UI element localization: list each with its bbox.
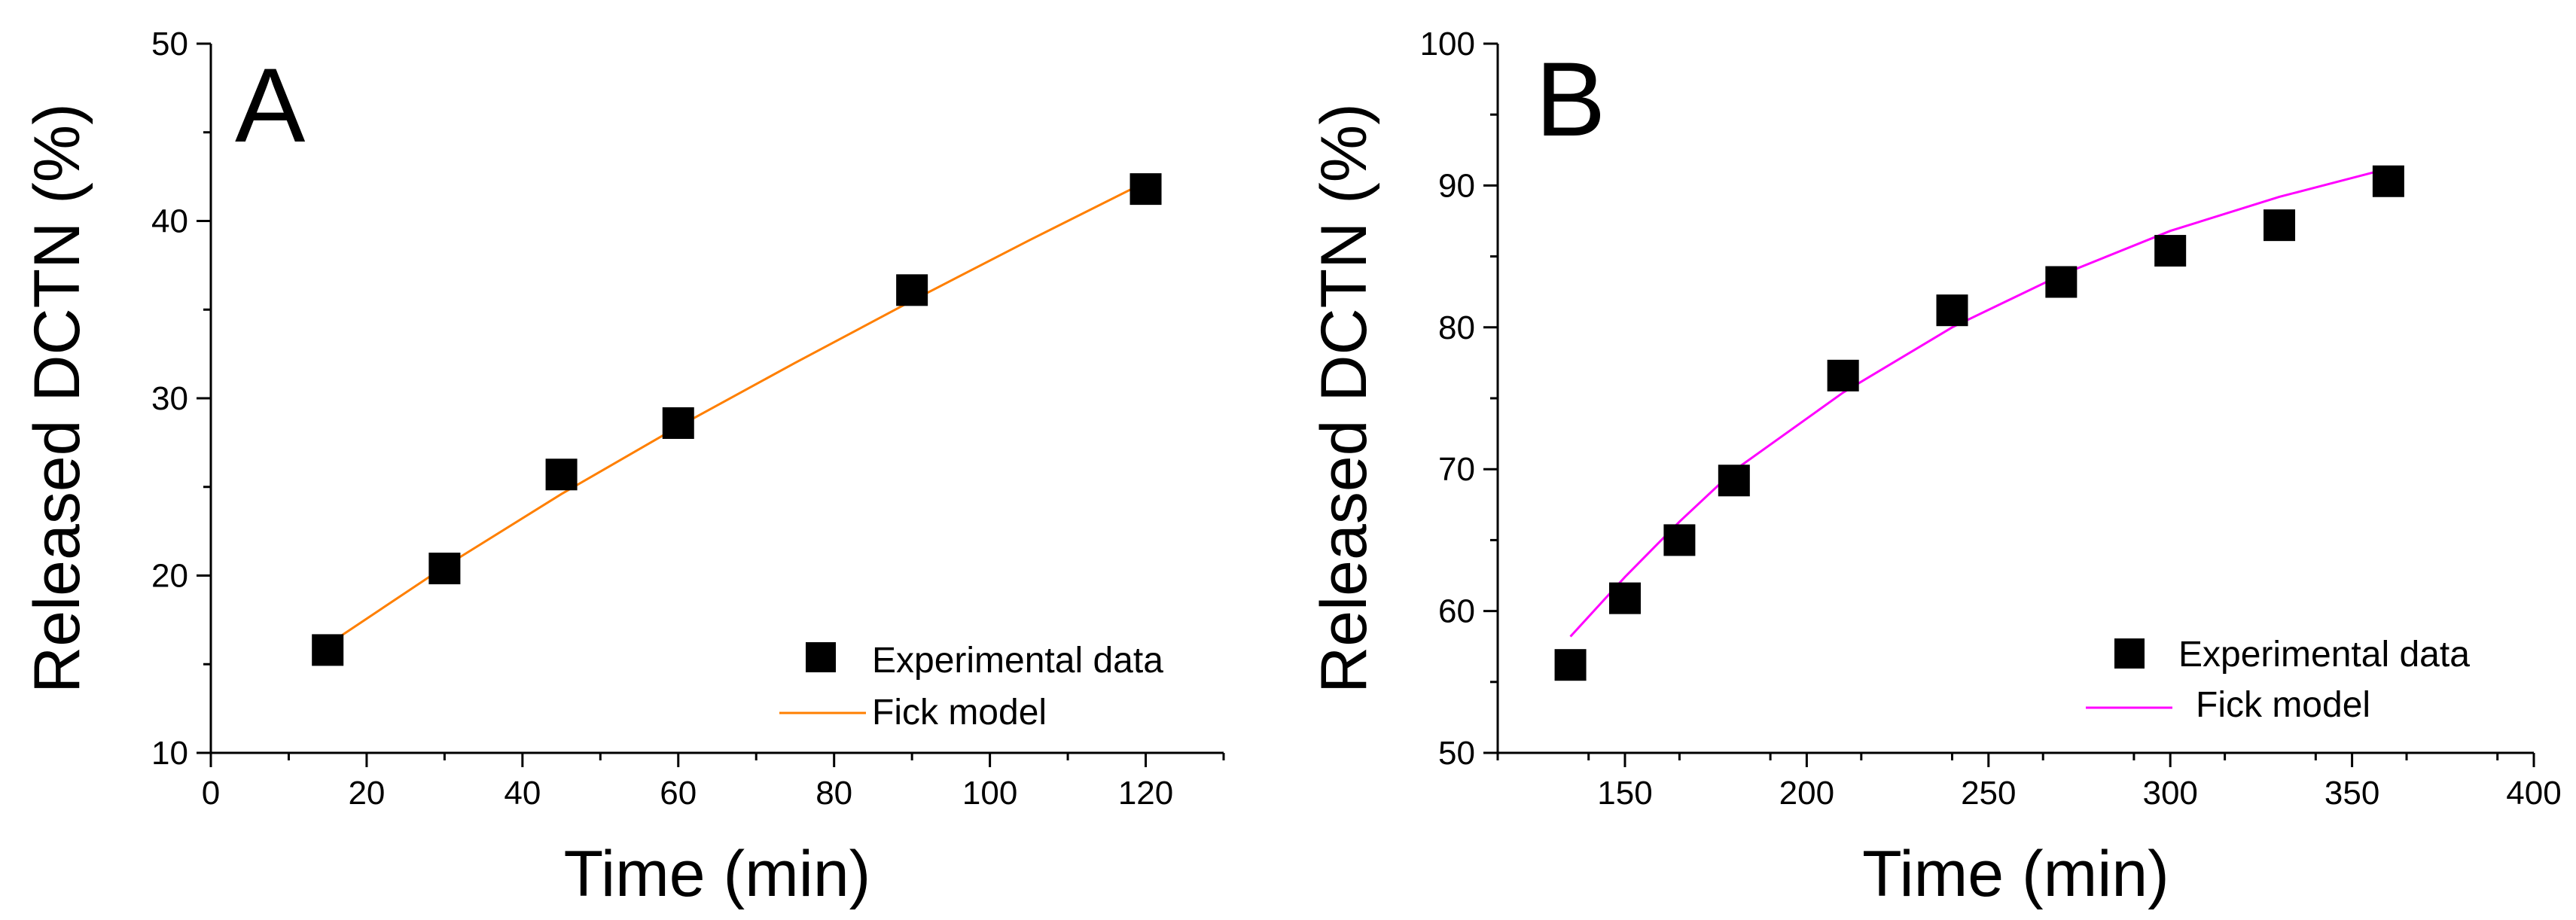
panel-b-data-point	[1554, 649, 1587, 681]
panel-a-y-tick-label: 20	[151, 558, 188, 595]
panel-a-data-point	[545, 458, 578, 491]
panel-a-data-point	[428, 553, 461, 585]
panel-b-data-point	[2264, 209, 2296, 242]
panel-a-legend-label-fick: Fick model	[872, 693, 1047, 733]
panel-b-data-point	[1936, 294, 1968, 327]
panel-b-x-tick-label: 150	[1597, 775, 1652, 812]
panel-a-data-point	[312, 634, 344, 666]
panel-b-y-tick-label: 50	[1438, 735, 1475, 772]
panel-a-fick-model-line	[327, 181, 1147, 646]
panel-b-y-axis-title: Released DCTN (%)	[1308, 103, 1380, 693]
panel-b-fick-model-line	[1569, 167, 2389, 638]
panel-b-legend-label-experimental: Experimental data	[2178, 635, 2470, 675]
panel-b-data-point	[2045, 266, 2078, 298]
panel-a-x-tick-label: 60	[660, 775, 697, 812]
panel-b-x-tick-label: 250	[1961, 775, 2016, 812]
panel-a-data-point	[662, 407, 694, 439]
panel-b-data-point	[1663, 524, 1696, 556]
panel-a-data-point	[1129, 173, 1162, 206]
panel-a-x-tick-label: 40	[504, 775, 541, 812]
panel-b-data-point	[1827, 359, 1859, 391]
panel-a-y-tick-label: 50	[151, 26, 188, 62]
panel-a-legend-marker	[806, 642, 836, 672]
panel-b-y-tick-label: 70	[1438, 451, 1475, 488]
panel-b-legend-label-fick: Fick model	[2196, 685, 2370, 725]
panel-a-label: A	[235, 46, 306, 164]
panel-a-x-tick-label: 20	[348, 775, 385, 812]
panel-b-legend-marker	[2114, 638, 2145, 669]
panel-a-legend-label-experimental: Experimental data	[872, 641, 1163, 681]
panel-b-label: B	[1535, 40, 1605, 158]
panel-b-y-tick-label: 60	[1438, 593, 1475, 630]
panel-b-x-tick-label: 350	[2324, 775, 2379, 812]
panel-a-x-axis-title: Time (min)	[564, 838, 871, 910]
panel-a-y-tick-label: 10	[151, 735, 188, 772]
panel-b-data-point	[1608, 582, 1641, 614]
panel-a-y-tick-label: 40	[151, 203, 188, 240]
panel-b-x-axis-title: Time (min)	[1862, 838, 2169, 910]
panel-a-x-tick-label: 120	[1118, 775, 1173, 812]
panel-a-y-tick-label: 30	[151, 380, 188, 417]
panel-b-x-tick-label: 400	[2506, 775, 2561, 812]
panel-a-x-tick-label: 100	[962, 775, 1017, 812]
panel-b-data-point	[2154, 235, 2187, 267]
panel-b-y-tick-label: 100	[1420, 26, 1475, 62]
panel-b-x-tick-label: 300	[2142, 775, 2197, 812]
panel-a-data-point	[896, 274, 928, 306]
panel-b-data-point	[2372, 165, 2404, 197]
panel-b-y-tick-label: 90	[1438, 167, 1475, 204]
panel-a-x-tick-label: 0	[202, 775, 220, 812]
panel-b-data-point	[1718, 465, 1750, 497]
panel-a-y-axis-title: Released DCTN (%)	[21, 103, 93, 693]
panel-b-x-tick-label: 200	[1779, 775, 1834, 812]
panel-a-x-tick-label: 80	[815, 775, 852, 812]
panel-b-y-tick-label: 80	[1438, 309, 1475, 346]
